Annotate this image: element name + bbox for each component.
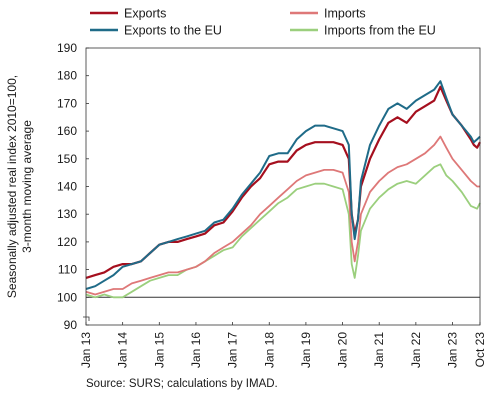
series-lines	[85, 80, 481, 299]
plot-area-border	[85, 47, 481, 326]
y-axis-label-line: 3-month moving average	[20, 120, 34, 253]
y-tick-label: 190	[57, 41, 77, 55]
y-tick-label: 170	[57, 96, 77, 110]
legend-label-exports: Exports	[124, 7, 166, 21]
x-tick-label: Jan 13	[79, 332, 93, 368]
legend-label-exports-to-the-eu: Exports to the EU	[124, 24, 222, 38]
imports-from-the-eu-line	[85, 163, 481, 299]
y-tick-label: 130	[57, 207, 77, 221]
y-tick-label: 120	[57, 235, 77, 249]
axis-break-mark	[83, 316, 90, 321]
x-tick-label: Jan 17	[226, 332, 240, 368]
x-tick-label: Jan 16	[189, 332, 203, 368]
source-note: Source: SURS; calculations by IMAD.	[86, 378, 278, 390]
x-axis-ticks: Jan 13 Jan 14 Jan 15 Jan 16 Jan 17 Jan 18 Jan …	[79, 322, 487, 368]
legend: Exports Imports Exports to the EU Imports f…	[90, 7, 436, 38]
y-tick-label: 90	[64, 318, 78, 332]
y-axis-label-line: Seasonally adjusted real index 2010=100,	[5, 75, 19, 298]
imports-line	[85, 135, 480, 296]
y-axis-label: Seasonally adjusted real index 2010=100,…	[5, 75, 34, 298]
x-tick-label: Jan 22	[409, 332, 423, 368]
x-tick-label: Jan 23	[446, 332, 460, 368]
x-tick-label: Jan 20	[336, 332, 350, 368]
x-tick-label: Jan 15	[152, 332, 166, 368]
y-tick-label: 180	[57, 69, 77, 83]
x-tick-label: Oct 23	[473, 332, 487, 368]
y-tick-label: 110	[58, 263, 77, 277]
y-tick-label: 140	[57, 180, 77, 194]
exports-line	[85, 85, 481, 279]
plot-frame	[83, 47, 481, 326]
x-tick-label: Jan 21	[372, 332, 386, 368]
y-tick-label: 150	[57, 152, 77, 166]
legend-label-imports: Imports	[324, 7, 366, 21]
y-tick-label: 100	[57, 290, 77, 304]
x-tick-label: Jan 14	[116, 332, 130, 368]
x-tick-label: Jan 19	[299, 332, 313, 368]
y-axis-ticks: 90 100 110 120 130 140 150 160 170 180 190	[57, 41, 89, 332]
y-tick-label: 160	[57, 124, 77, 138]
exports-to-the-eu-line	[85, 80, 481, 290]
legend-label-imports-from-the-eu: Imports from the EU	[324, 24, 436, 38]
x-tick-label: Jan 18	[262, 332, 276, 368]
